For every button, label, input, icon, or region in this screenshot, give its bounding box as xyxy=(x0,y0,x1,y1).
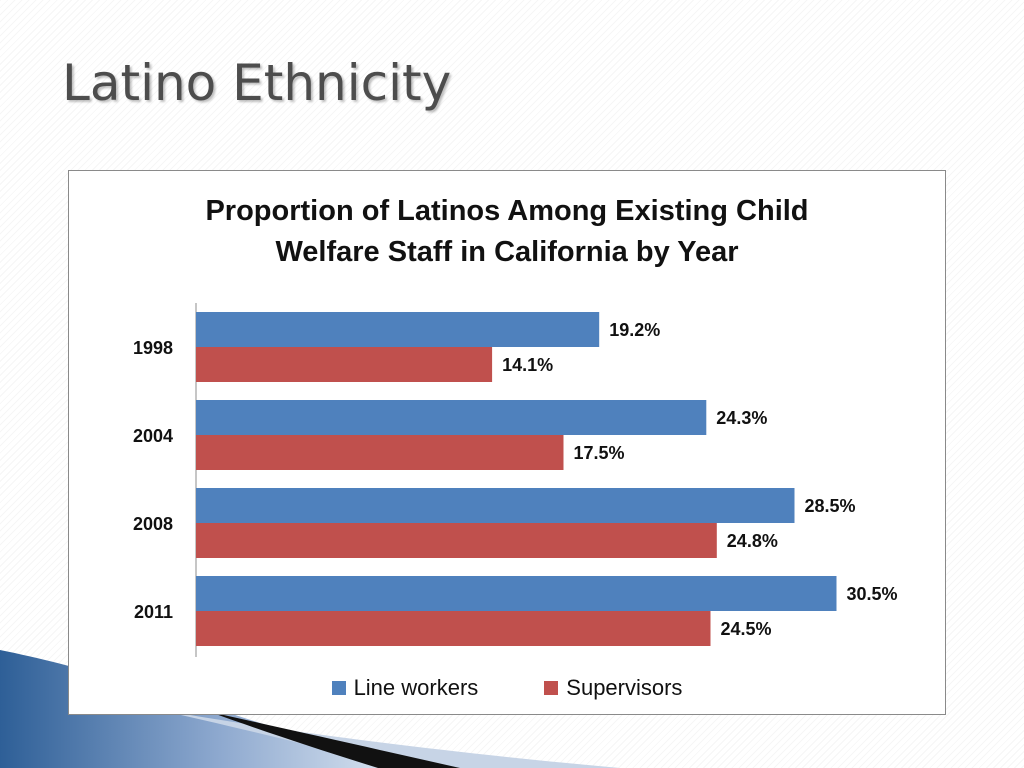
bar-line-workers-2008 xyxy=(196,488,795,523)
bar-supervisors-2008 xyxy=(196,523,717,558)
chart-title: Proportion of Latinos Among Existing Chi… xyxy=(69,191,945,273)
data-label-line-workers-1998: 19.2% xyxy=(609,320,660,340)
legend-swatch-line-workers xyxy=(331,681,346,695)
legend-swatch-supervisors xyxy=(544,681,559,695)
chart-frame: Proportion of Latinos Among Existing Chi… xyxy=(68,170,946,715)
slide-title: Latino Ethnicity xyxy=(62,54,452,112)
bar-supervisors-1998 xyxy=(196,347,493,382)
category-label-2011: 2011 xyxy=(134,602,173,622)
data-label-supervisors-2008: 24.8% xyxy=(727,531,778,551)
data-label-supervisors-2004: 17.5% xyxy=(574,443,625,463)
bar-line-workers-2004 xyxy=(196,400,707,435)
data-label-line-workers-2011: 30.5% xyxy=(847,584,898,604)
chart-title-line-1: Proportion of Latinos Among Existing Chi… xyxy=(205,195,809,227)
chart-legend: Line workers Supervisors xyxy=(69,675,945,701)
bar-supervisors-2004 xyxy=(196,435,564,470)
data-label-supervisors-2011: 24.5% xyxy=(721,619,772,639)
category-label-1998: 1998 xyxy=(133,338,173,358)
data-label-supervisors-1998: 14.1% xyxy=(502,355,553,375)
legend-item-supervisors: Supervisors xyxy=(544,675,682,701)
category-label-2004: 2004 xyxy=(133,426,173,446)
data-label-line-workers-2008: 28.5% xyxy=(805,496,856,516)
chart-title-line-2: Welfare Staff in California by Year xyxy=(275,236,739,268)
data-label-line-workers-2004: 24.3% xyxy=(716,408,767,428)
legend-item-line-workers: Line workers xyxy=(331,675,479,701)
bar-line-workers-2011 xyxy=(196,576,837,611)
bar-chart-plot: 1998 19.2% 14.1% 2004 24.3% 17.5% 2008 28.5% 24.… xyxy=(133,303,898,657)
legend-label-supervisors: Supervisors xyxy=(566,675,683,700)
bar-line-workers-1998 xyxy=(196,312,600,347)
category-label-2008: 2008 xyxy=(133,514,173,534)
legend-label-line-workers: Line workers xyxy=(353,675,479,700)
bar-supervisors-2011 xyxy=(196,611,711,646)
